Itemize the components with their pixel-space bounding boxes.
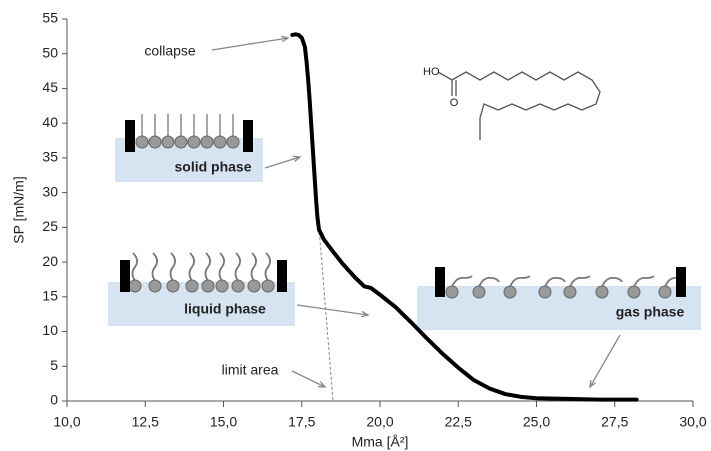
phase-illustrations	[108, 114, 701, 330]
arrow-head	[361, 310, 370, 318]
annotation-arrow	[589, 334, 621, 388]
y-tick-label: 30	[42, 183, 58, 199]
tail	[544, 277, 566, 288]
head	[658, 285, 672, 299]
y-axis-label: SP [mN/m]	[11, 176, 27, 243]
y-tick-label: 55	[42, 10, 58, 26]
annotation-arrow	[296, 304, 369, 316]
y-tick-label: 45	[42, 79, 58, 95]
head	[148, 279, 162, 293]
barrier	[676, 267, 686, 297]
head	[161, 135, 175, 149]
head	[135, 135, 149, 149]
head	[563, 285, 577, 299]
y-tick-label: 15	[42, 288, 58, 304]
head	[185, 279, 199, 293]
y-tick-label: 35	[42, 149, 58, 165]
head	[200, 135, 214, 149]
head	[215, 279, 229, 293]
y-tick-label: 20	[42, 253, 58, 269]
carbon-chain	[437, 71, 601, 140]
x-tick-label: 25,0	[523, 414, 550, 430]
head	[166, 279, 180, 293]
head	[503, 285, 517, 299]
tail	[131, 252, 138, 282]
y-tick-label: 25	[42, 218, 58, 234]
head	[213, 135, 227, 149]
head	[187, 135, 201, 149]
barrier	[125, 120, 135, 152]
barrier	[243, 120, 253, 152]
barrier	[120, 260, 130, 292]
tail	[478, 277, 500, 288]
x-tick-label: 30,0	[679, 414, 706, 430]
structure-label: HO	[423, 66, 440, 78]
head	[247, 279, 261, 293]
tail	[250, 252, 257, 282]
head	[445, 285, 459, 299]
head	[148, 135, 162, 149]
tail	[264, 252, 271, 282]
annotation-arrow	[264, 156, 301, 169]
y-tick-label: 50	[42, 44, 58, 60]
tail	[234, 252, 241, 282]
x-tick-label: 27,5	[601, 414, 628, 430]
y-tick-label: 5	[50, 357, 58, 373]
x-tick-label: 20,0	[366, 414, 393, 430]
head	[472, 285, 486, 299]
tail	[633, 275, 655, 288]
arrow-head	[292, 155, 302, 163]
head	[226, 135, 240, 149]
y-tick-label: 40	[42, 114, 58, 130]
annotation: limit area	[222, 362, 279, 378]
x-tick-label: 10,0	[53, 414, 80, 430]
x-tick-label: 22,5	[445, 414, 472, 430]
head	[231, 279, 245, 293]
tail	[509, 275, 531, 288]
head	[174, 135, 188, 149]
gas-trough	[417, 286, 701, 330]
arrow-head	[317, 381, 327, 388]
tail	[218, 252, 225, 282]
tail	[569, 275, 591, 288]
structure-label: O	[450, 97, 459, 109]
tail	[188, 252, 195, 282]
annotation: solid phase	[174, 159, 251, 175]
tail	[204, 252, 211, 282]
isotherm-line	[290, 32, 639, 402]
tail	[151, 252, 158, 282]
head	[595, 285, 609, 299]
annotation: collapse	[144, 43, 196, 59]
tail	[169, 252, 176, 282]
x-tick-label: 17,5	[288, 414, 315, 430]
head	[201, 279, 215, 293]
head	[261, 279, 275, 293]
head	[627, 285, 641, 299]
head	[128, 279, 142, 293]
x-tick-label: 12,5	[132, 414, 159, 430]
arrow-head	[281, 35, 290, 43]
arrow-head	[589, 379, 596, 389]
annotation-arrow	[211, 37, 289, 51]
annotation: liquid phase	[184, 301, 266, 317]
molecule	[437, 71, 601, 140]
y-tick-label: 0	[50, 392, 58, 408]
tail	[601, 277, 623, 288]
y-tick-label: 10	[42, 322, 58, 338]
x-tick-label: 15,0	[210, 414, 237, 430]
barrier	[277, 260, 287, 292]
annotation: gas phase	[616, 304, 685, 320]
tail	[451, 275, 473, 288]
limit-line	[318, 227, 334, 402]
x-axis-label: Mma [Å²]	[352, 434, 409, 450]
annotation-arrow	[291, 370, 326, 388]
head	[538, 285, 552, 299]
barrier	[435, 267, 445, 297]
